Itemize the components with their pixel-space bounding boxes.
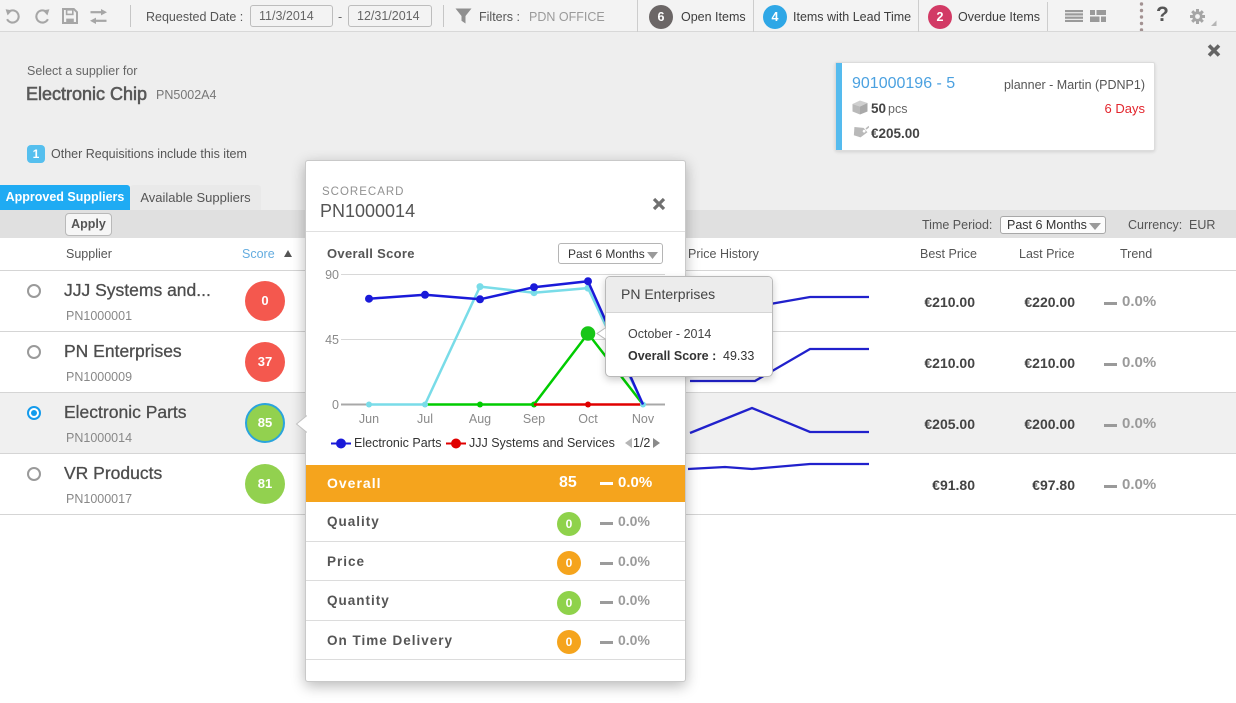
svg-text:45: 45 (325, 333, 339, 347)
svg-text:90: 90 (325, 268, 339, 282)
svg-text:Oct: Oct (578, 412, 598, 426)
svg-text:Jul: Jul (417, 412, 433, 426)
svg-text:Jun: Jun (359, 412, 379, 426)
svg-text:Nov: Nov (632, 412, 655, 426)
svg-text:Sep: Sep (523, 412, 545, 426)
svg-text:0: 0 (332, 398, 339, 412)
svg-text:Aug: Aug (469, 412, 491, 426)
